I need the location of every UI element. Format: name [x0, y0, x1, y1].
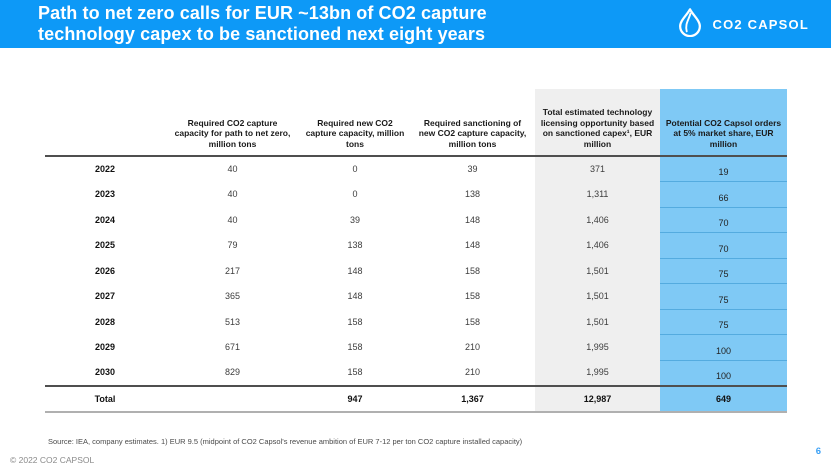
- row-year: 2028: [94, 316, 116, 327]
- cell-new-capacity-total: 947: [300, 384, 410, 413]
- table-row: 2029 671 158 210 1,995 100: [45, 334, 787, 361]
- slide-title-line1: Path to net zero calls for EUR ~13bn of …: [38, 3, 487, 23]
- cell-required-capacity: 513: [224, 316, 241, 327]
- table-row: 2022 40 0 39 371 19: [45, 156, 787, 182]
- cell-sanctioning: 148: [464, 214, 481, 225]
- cell-licensing: 1,501: [535, 258, 660, 284]
- table-row: 2028 513 158 158 1,501 75: [45, 309, 787, 335]
- cell-required-capacity: 79: [227, 240, 238, 251]
- cell-sanctioning: 138: [464, 189, 481, 200]
- row-year: 2023: [94, 189, 116, 200]
- row-year: 2025: [94, 240, 116, 251]
- cell-new-capacity: 148: [347, 265, 363, 276]
- row-year: 2029: [94, 342, 116, 353]
- copyright-text: © 2022 CO2 CAPSOL: [10, 455, 95, 465]
- cell-capsol-orders: 70: [660, 207, 787, 233]
- cell-capsol-orders: 100: [660, 334, 787, 361]
- cell-required-capacity: 40: [227, 164, 238, 175]
- cell-licensing: 1,501: [535, 283, 660, 309]
- cell-new-capacity: 138: [347, 240, 363, 251]
- row-year: 2024: [94, 214, 116, 225]
- cell-capsol-orders: 66: [660, 181, 787, 208]
- table-row: 2025 79 138 148 1,406 70: [45, 232, 787, 259]
- cell-sanctioning-total: 1,367: [410, 384, 535, 413]
- table-row: 2026 217 148 158 1,501 75: [45, 258, 787, 284]
- cell-capsol-orders: 75: [660, 258, 787, 284]
- table-total-row: Total 947 1,367 12,987 649: [45, 384, 787, 413]
- cell-capsol-orders: 70: [660, 232, 787, 259]
- header-required-capacity: Required CO2 capture capacity for path t…: [165, 89, 300, 157]
- row-total-label: Total: [45, 384, 165, 413]
- cell-new-capacity: 148: [347, 291, 363, 302]
- cell-required-capacity: 365: [224, 291, 241, 302]
- cell-new-capacity: 39: [349, 214, 360, 225]
- cell-required-capacity-total: [165, 384, 300, 413]
- cell-required-capacity: 40: [227, 189, 238, 200]
- cell-licensing: 1,311: [535, 181, 660, 207]
- row-year: 2027: [94, 291, 116, 302]
- cell-required-capacity: 40: [227, 214, 238, 225]
- cell-sanctioning: 158: [464, 265, 481, 276]
- cell-new-capacity: 0: [352, 189, 358, 200]
- header-required-sanctioning: Required sanctioning of new CO2 capture …: [410, 89, 535, 157]
- slide-title-line2: technology capex to be sanctioned next e…: [38, 24, 486, 44]
- cell-sanctioning: 39: [467, 164, 478, 175]
- table-row: 2030 829 158 210 1,995 100: [45, 360, 787, 386]
- cell-licensing: 1,406: [535, 232, 660, 258]
- company-logo-text: CO2 CAPSOL: [712, 16, 809, 32]
- title-banner: Path to net zero calls for EUR ~13bn of …: [0, 0, 831, 48]
- cell-licensing: 1,406: [535, 207, 660, 233]
- company-logo: CO2 CAPSOL: [675, 0, 809, 48]
- table-row: 2023 40 0 138 1,311 66: [45, 181, 787, 208]
- page-number: 6: [815, 446, 821, 457]
- cell-required-capacity: 829: [224, 367, 241, 378]
- cell-capsol-orders: 100: [660, 360, 787, 386]
- cell-licensing: 1,995: [535, 334, 660, 360]
- cell-new-capacity: 158: [347, 342, 363, 353]
- cell-required-capacity: 671: [224, 342, 241, 353]
- cell-required-capacity: 217: [224, 265, 241, 276]
- table-row: 2024 40 39 148 1,406 70: [45, 207, 787, 233]
- cell-capsol-orders-total: 649: [660, 384, 787, 413]
- row-year: 2030: [94, 367, 116, 378]
- slide-title: Path to net zero calls for EUR ~13bn of …: [38, 3, 487, 45]
- cell-new-capacity: 158: [347, 316, 363, 327]
- cell-sanctioning: 148: [464, 240, 481, 251]
- cell-capsol-orders: 75: [660, 283, 787, 310]
- cell-sanctioning: 158: [464, 316, 481, 327]
- cell-new-capacity: 158: [347, 367, 363, 378]
- capacity-table: Required CO2 capture capacity for path t…: [45, 89, 787, 413]
- table-row: 2027 365 148 158 1,501 75: [45, 283, 787, 310]
- cell-licensing-total: 12,987: [535, 384, 660, 413]
- header-licensing-opportunity: Total estimated technology licensing opp…: [535, 89, 660, 157]
- cell-capsol-orders: 75: [660, 309, 787, 335]
- cell-licensing: 1,501: [535, 309, 660, 335]
- header-year-empty: [45, 89, 165, 157]
- source-footnote: Source: IEA, company estimates. 1) EUR 9…: [48, 437, 523, 446]
- cell-new-capacity: 0: [352, 164, 358, 175]
- droplet-leaf-icon: [675, 7, 705, 42]
- row-year: 2026: [94, 265, 116, 276]
- row-year: 2022: [94, 164, 116, 175]
- cell-sanctioning: 210: [464, 367, 481, 378]
- header-capsol-orders: Potential CO2 Capsol orders at 5% market…: [660, 89, 787, 157]
- table-header-row: Required CO2 capture capacity for path t…: [45, 89, 787, 157]
- cell-licensing: 371: [535, 156, 660, 182]
- cell-capsol-orders: 19: [660, 156, 787, 182]
- cell-licensing: 1,995: [535, 360, 660, 386]
- header-required-new-capacity: Required new CO2 capture capacity, milli…: [300, 89, 410, 157]
- cell-sanctioning: 158: [464, 291, 481, 302]
- cell-sanctioning: 210: [464, 342, 481, 353]
